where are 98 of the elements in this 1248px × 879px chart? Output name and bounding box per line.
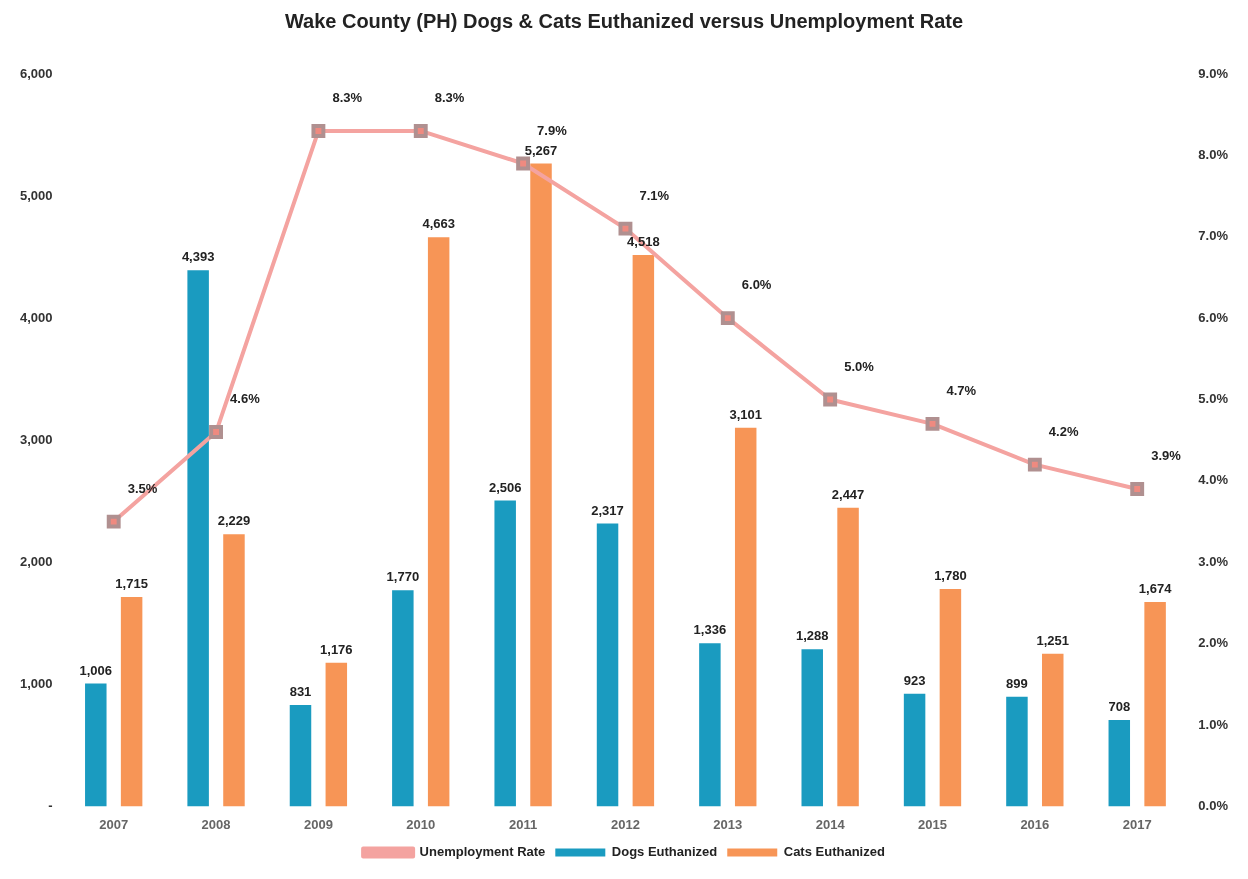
bar [223, 534, 245, 807]
y2-tick-label: 2.0% [1198, 635, 1229, 651]
bar [1108, 719, 1131, 807]
legend-label: Cats Euthanized [783, 844, 885, 860]
point [720, 311, 735, 326]
point [516, 156, 531, 171]
x-tick-label: 2012 [610, 816, 640, 832]
chart-title: Wake County (PH) Dogs & Cats Euthanized versus Unemployment Rate [284, 9, 964, 32]
data-label: 923 [903, 672, 926, 688]
bar [494, 500, 516, 807]
point [823, 392, 838, 407]
bar [801, 649, 823, 807]
bar [596, 523, 619, 807]
legend-label: Dogs Euthanized [611, 844, 718, 860]
x-tick-label: 2007 [99, 816, 129, 832]
data-label: 1,715 [115, 576, 148, 592]
data-label: 3,101 [729, 406, 762, 422]
x-tick-label: 2015 [918, 816, 947, 832]
data-label: 3.9% [1151, 448, 1182, 464]
y2-tick-label: 0.0% [1198, 797, 1229, 813]
y-tick-label: 2,000 [19, 553, 53, 569]
legend-label: Unemployment Rate [419, 844, 546, 860]
x-tick-label: 2013 [713, 816, 743, 832]
point [106, 514, 121, 529]
point [1130, 482, 1145, 496]
bar [289, 704, 312, 807]
data-label: 4,518 [627, 233, 660, 249]
y-tick-label: 3,000 [19, 431, 53, 447]
data-label: 1,336 [693, 622, 727, 638]
bar [1144, 602, 1166, 807]
data-label: 7.9% [537, 122, 568, 138]
y2-tick-label: 1.0% [1198, 716, 1229, 732]
point [618, 221, 633, 236]
bar [632, 254, 655, 807]
y-tick-label: 1,000 [19, 675, 53, 691]
data-label: 8.3% [434, 90, 465, 106]
bar [734, 427, 757, 807]
data-label: 1,176 [320, 641, 353, 657]
y-tick-label: 4,000 [19, 309, 53, 325]
bar [1042, 653, 1064, 807]
data-label: 6.0% [741, 277, 772, 293]
data-label: 1,674 [1138, 581, 1173, 597]
point [311, 124, 326, 138]
data-label: 3.5% [127, 480, 158, 496]
bar [187, 270, 209, 807]
y2-tick-label: 6.0% [1198, 309, 1229, 325]
bar [427, 237, 450, 807]
data-label: 4.6% [230, 391, 261, 407]
bar [325, 662, 348, 807]
y2-tick-label: 7.0% [1198, 228, 1229, 244]
bar [85, 683, 107, 807]
data-label: 2,447 [831, 486, 865, 502]
bar [699, 643, 721, 807]
data-label: 2,229 [217, 513, 251, 529]
data-label: 2,317 [591, 502, 624, 518]
y-tick-label: 6,000 [19, 65, 53, 81]
point [925, 416, 940, 431]
data-label: 2,506 [488, 479, 522, 495]
point [209, 425, 224, 440]
data-label: 4.2% [1048, 423, 1079, 439]
x-tick-label: 2011 [509, 816, 538, 832]
bar [837, 507, 859, 807]
bar [392, 590, 414, 807]
x-tick-label: 2009 [303, 816, 333, 832]
bar [1006, 696, 1028, 807]
y2-tick-label: 4.0% [1198, 472, 1229, 488]
x-tick-label: 2008 [201, 816, 231, 832]
data-label: 7.1% [639, 187, 670, 203]
data-label: 8.3% [332, 90, 363, 106]
bar [530, 163, 552, 807]
x-tick-label: 2016 [1020, 816, 1050, 832]
data-label: 4.7% [946, 383, 977, 398]
data-label: 1,251 [1036, 632, 1070, 648]
x-tick-label: 2014 [815, 816, 846, 832]
bar [903, 693, 926, 807]
data-label: 4,663 [422, 216, 455, 232]
data-label: 831 [289, 684, 312, 700]
x-tick-label: 2010 [406, 816, 436, 832]
bar [939, 589, 962, 807]
data-label: 899 [1006, 675, 1028, 691]
point [413, 124, 428, 138]
data-label: 1,288 [795, 628, 829, 644]
data-label: 5,267 [524, 142, 558, 158]
y-tick-label: 5,000 [19, 187, 53, 203]
bar [120, 597, 143, 807]
data-label: 1,006 [79, 662, 113, 678]
y2-tick-label: 9.0% [1198, 65, 1229, 81]
y-tick-label: - [48, 797, 53, 813]
data-label: 1,780 [934, 568, 967, 584]
x-tick-label: 2017 [1122, 816, 1152, 832]
data-label: 708 [1108, 699, 1131, 715]
y2-tick-label: 3.0% [1198, 553, 1229, 569]
data-label: 4,393 [181, 249, 215, 265]
y2-tick-label: 8.0% [1198, 146, 1229, 162]
data-label: 1,770 [386, 569, 420, 585]
data-label: 5.0% [844, 358, 875, 374]
point [1027, 457, 1042, 472]
y2-tick-label: 5.0% [1198, 391, 1229, 407]
